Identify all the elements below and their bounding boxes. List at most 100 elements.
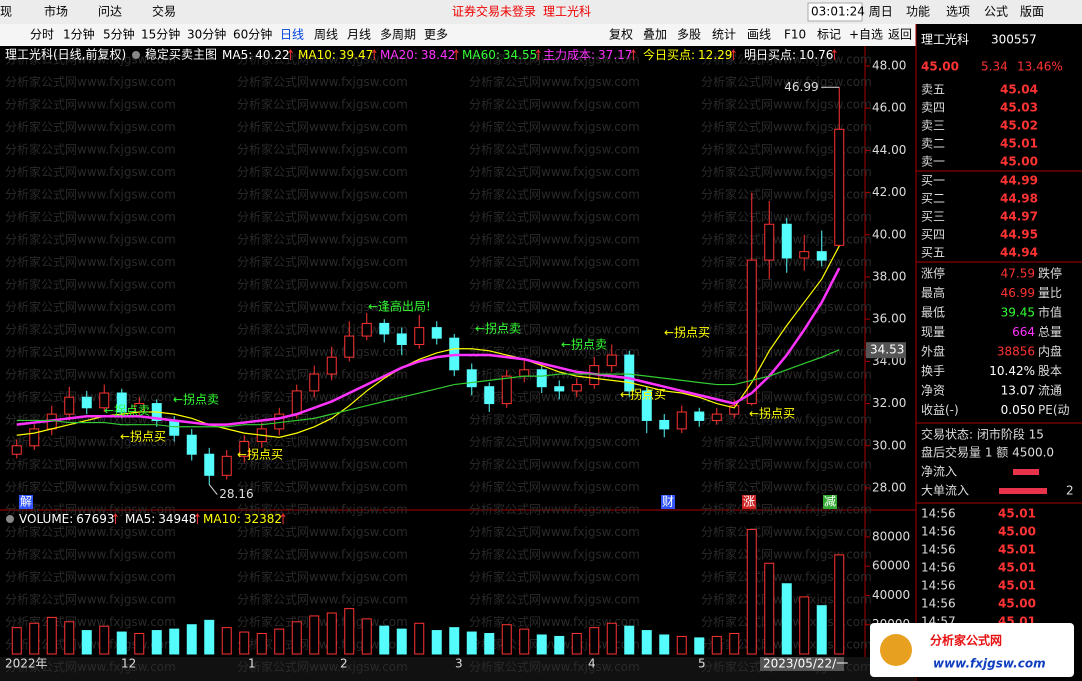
watermark: 分析家公式网www.fxjgsw.com [5, 119, 176, 134]
stock-name: 理工光科 [543, 5, 591, 19]
watermark: 分析家公式网www.fxjgsw.com [237, 254, 408, 269]
watermark: 分析家公式网www.fxjgsw.com [701, 434, 872, 449]
period-tab[interactable]: 5分钟 [103, 27, 135, 42]
legend-item: 主力成本: 37.17 [543, 48, 632, 62]
watermark: 分析家公式网www.fxjgsw.com [5, 344, 176, 359]
tool-button[interactable]: 叠加 [643, 28, 667, 42]
stat-label: 最低 [921, 306, 945, 320]
watermark: 分析家公式网www.fxjgsw.com [5, 659, 176, 674]
candle-body [484, 386, 495, 405]
legend-item: 明日买点: 10.76 [744, 48, 833, 62]
candle-body [344, 335, 355, 358]
watermark: 分析家公式网www.fxjgsw.com [5, 97, 176, 112]
period-tab[interactable]: 多周期 [380, 28, 416, 42]
volume-bar [46, 616, 57, 655]
tool-button[interactable]: +自选 [849, 28, 883, 42]
tool-button[interactable]: 标记 [817, 28, 841, 42]
watermark: 分析家公式网www.fxjgsw.com [5, 277, 176, 292]
legend-label: MA60: [462, 48, 500, 62]
volume-bar [606, 622, 617, 655]
volume-bar [134, 633, 145, 655]
watermark: 分析家公式网www.fxjgsw.com [469, 479, 640, 494]
watermark: 分析家公式网www.fxjgsw.com [701, 389, 872, 404]
flow-bar [1013, 469, 1039, 475]
menu-item[interactable]: 现 [0, 5, 12, 19]
arrow-icon [280, 513, 286, 524]
book-price: 45.04 [1000, 83, 1038, 97]
candle-body [676, 411, 687, 430]
candle-body [186, 434, 197, 455]
volume-bar [694, 637, 705, 655]
watermark: 分析家公式网www.fxjgsw.com [701, 344, 872, 359]
legend-label: MA5: [222, 48, 252, 62]
watermark: 分析家公式网www.fxjgsw.com [237, 659, 408, 674]
watermark: 分析家公式网www.fxjgsw.com [237, 209, 408, 224]
legend-label: MA20: [380, 48, 418, 62]
period-tab[interactable]: 月线 [347, 28, 371, 42]
quote-pct: 13.46% [1017, 60, 1063, 74]
stat-label: PE(动 [1038, 403, 1070, 417]
menu-item[interactable]: 交易 [152, 4, 176, 19]
tool-button[interactable]: F10 [784, 28, 806, 42]
event-badge [19, 495, 33, 509]
candle-body [431, 327, 442, 339]
trade-time: 14:56 [921, 579, 956, 593]
flow-bar [999, 488, 1047, 494]
menu-item[interactable]: 问达 [98, 5, 122, 19]
candle-body [291, 390, 302, 415]
volume-bar [274, 628, 285, 655]
period-tab[interactable]: 15分钟 [141, 27, 180, 42]
y-tick-label: 42.00 [872, 185, 906, 199]
flow-label: 大单流入 [921, 484, 969, 498]
watermark: 分析家公式网www.fxjgsw.com [237, 479, 408, 494]
candle-body [396, 333, 407, 345]
watermark: 分析家公式网www.fxjgsw.com [701, 479, 872, 494]
period-tab[interactable]: 周线 [314, 28, 338, 42]
stat-label: 股本 [1038, 364, 1062, 378]
icon [132, 51, 140, 59]
book-price: 45.00 [1000, 155, 1038, 169]
period-tab[interactable]: 30分钟 [187, 27, 226, 42]
tool-button[interactable]: 多股 [677, 28, 701, 42]
period-tab[interactable]: 分时 [30, 28, 54, 42]
menu-item[interactable]: 版面 [1020, 5, 1044, 19]
watermark: 分析家公式网www.fxjgsw.com [5, 524, 176, 539]
watermark: 分析家公式网www.fxjgsw.com [701, 367, 872, 382]
menu-item[interactable]: 公式 [984, 5, 1008, 19]
volume-bar [624, 625, 635, 655]
candle-body [414, 327, 425, 345]
volume-bar [116, 631, 127, 655]
x-tick-label: 4 [588, 657, 596, 671]
volume-bar [729, 633, 740, 655]
tool-button[interactable]: 统计 [712, 28, 736, 42]
watermark: 分析家公式网www.fxjgsw.com [469, 74, 640, 89]
menu-item[interactable]: 功能 [906, 5, 930, 19]
stat-label: 跌停 [1038, 266, 1062, 281]
menu-item[interactable]: 选项 [946, 5, 970, 19]
watermark: 分析家公式网www.fxjgsw.com [5, 142, 176, 157]
watermark: 分析家公式网www.fxjgsw.com [469, 569, 640, 584]
tool-button[interactable]: 返回 [888, 28, 912, 42]
arrow-icon [371, 49, 377, 60]
book-label: 买二 [921, 192, 945, 206]
trade-state: 交易状态: 闭市阶段 15 [921, 427, 1044, 442]
tool-button[interactable]: 画线 [747, 28, 771, 42]
stat-value: 13.07 [1001, 384, 1035, 398]
period-tab[interactable]: 1分钟 [63, 27, 95, 42]
event-badge [742, 495, 756, 509]
event-label: 减 [824, 495, 836, 509]
candle-body [29, 428, 40, 447]
watermark: 分析家公式网www.fxjgsw.com [5, 502, 176, 517]
menu-item[interactable]: 市场 [44, 4, 68, 19]
period-tab[interactable]: 更多 [424, 28, 448, 42]
annotation: ←拐点卖 [104, 403, 150, 418]
tool-button[interactable]: 复权 [609, 28, 633, 42]
period-tab[interactable]: 日线 [280, 28, 304, 42]
watermark: 分析家公式网www.fxjgsw.com [701, 322, 872, 337]
book-price: 44.98 [1000, 192, 1038, 206]
watermark: 分析家公式网www.fxjgsw.com [469, 187, 640, 202]
volume-bar [344, 608, 355, 655]
period-tab[interactable]: 60分钟 [233, 27, 272, 42]
watermark: 分析家公式网www.fxjgsw.com [237, 547, 408, 562]
